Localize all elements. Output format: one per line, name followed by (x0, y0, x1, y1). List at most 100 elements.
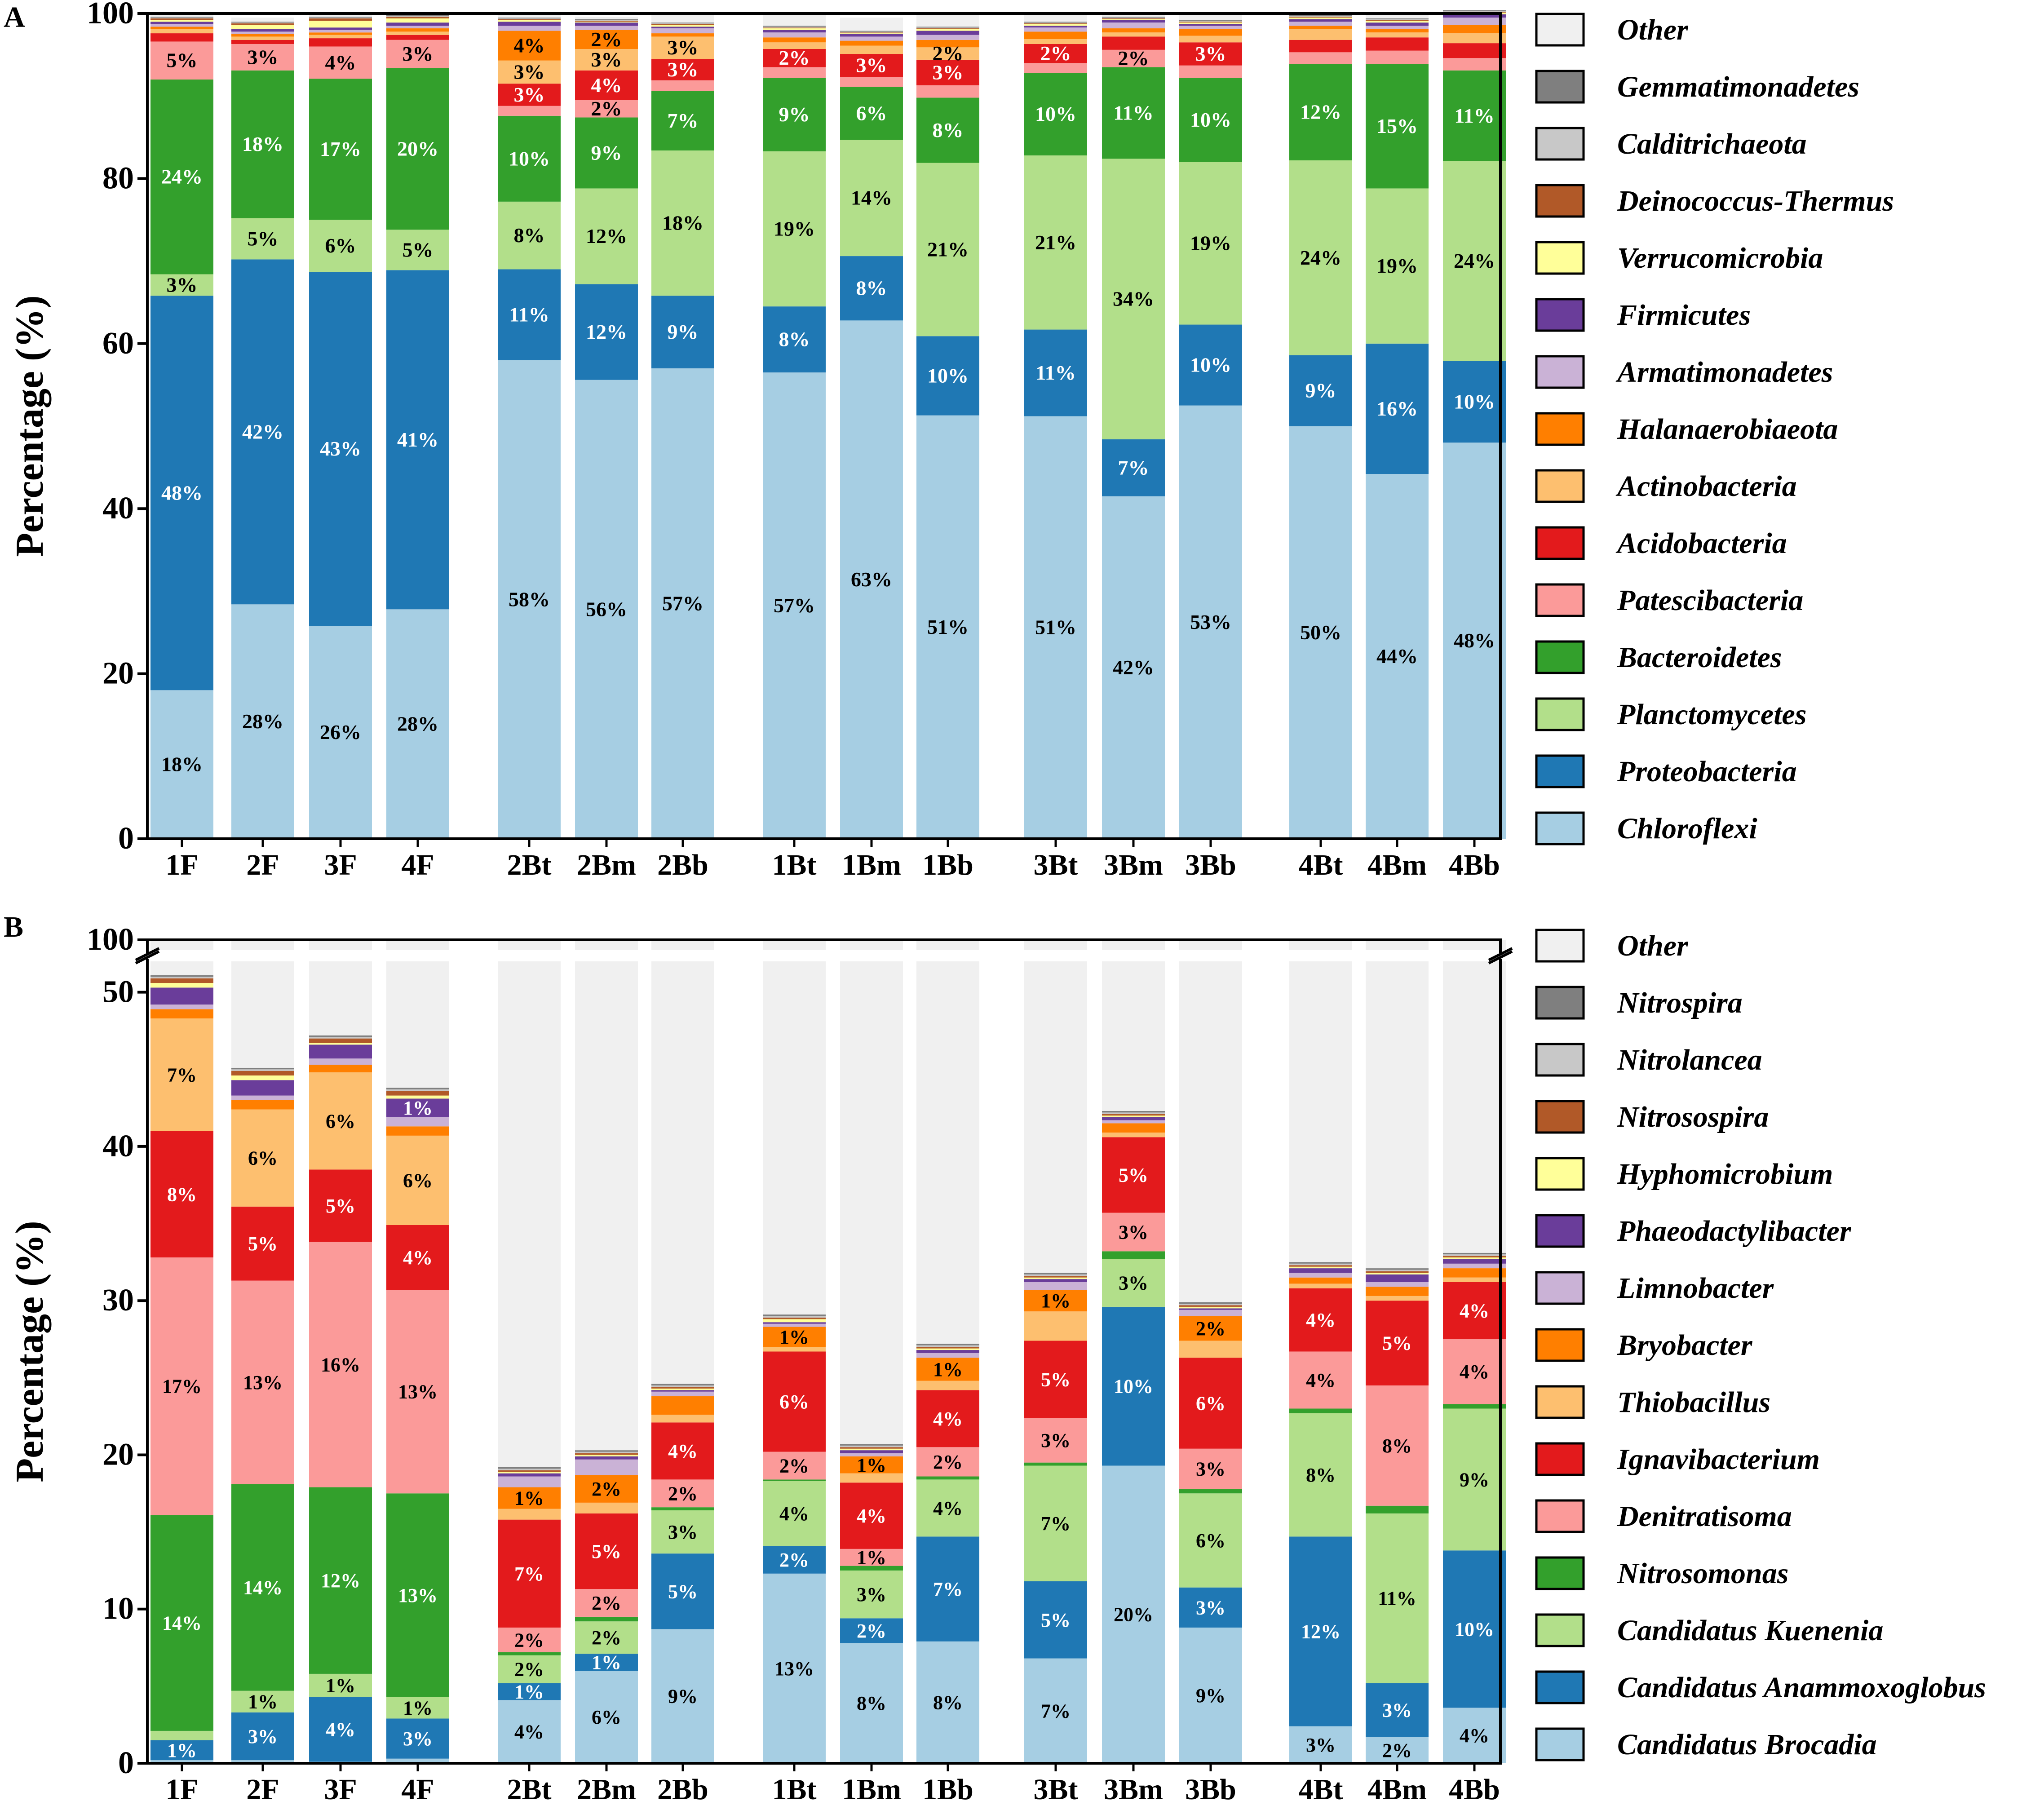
data-label-acidobacteria-2bb: 3% (668, 58, 699, 81)
data-label-proteobacteria-4bb: 10% (1454, 390, 1495, 413)
bar-segment-deinococcus-thermus-3f (309, 18, 372, 21)
legend-item-candidatus-anammoxoglobus: Candidatus Anammoxoglobus (1535, 1670, 1986, 1704)
x-tick-label-3bt: 3Bt (1034, 849, 1078, 881)
bar-segment-gemmatimonadetes-3f (309, 17, 372, 18)
bar-segment-nitrosomonas-2bm (575, 1616, 638, 1622)
legend-item-armatimonadetes: Armatimonadetes (1535, 355, 1833, 389)
legend-item-halanaerobiaeota: Halanaerobiaeota (1535, 412, 1838, 446)
data-label-bryobacter-1bb: 1% (933, 1358, 963, 1381)
data-label-candidatus-anammoxoglobus-2bb: 5% (668, 1580, 698, 1602)
bar-segment-halanaerobiaeota-4bm (1366, 29, 1429, 33)
bar-segment-bryobacter-3f (309, 1064, 372, 1073)
legend-label-verrucomicrobia: Verrucomicrobia (1617, 242, 1823, 274)
bar-segment-ignavibacterium-1bt (763, 1351, 826, 1452)
data-label-proteobacteria-1bm: 8% (856, 277, 887, 300)
bar-segment-deinococcus-thermus-4bm (1366, 20, 1429, 21)
data-label-ignavibacterium-1bb: 4% (933, 1408, 963, 1430)
data-label-acidobacteria-2bt: 3% (514, 83, 545, 106)
bar-segment-actinobacteria-1bt (763, 42, 826, 49)
data-label-planctomycetes-3bt: 21% (1035, 231, 1076, 254)
x-tick-label-1bm: 1Bm (842, 1773, 901, 1801)
bar-segment-nitrosospira-2bm (575, 1453, 638, 1455)
bar-segment-other-2f (231, 961, 294, 1068)
y-tick-label: 30 (102, 1283, 134, 1318)
bar-upper-other-3bt (1024, 940, 1087, 950)
data-label-ignavibacterium-2f: 5% (248, 1233, 278, 1255)
legend-swatch-proteobacteria (1535, 754, 1585, 788)
bar-upper-other-2bb (651, 940, 714, 950)
data-label-candidatus-anammoxoglobus-1bm: 2% (857, 1620, 886, 1642)
bar-segment-nitrosospira-4bb (1443, 1256, 1506, 1258)
legend-swatch-nitrospira (1535, 986, 1585, 1020)
y-tick-label: 40 (102, 1129, 134, 1164)
bar-segment-planctomycetes-1bb (916, 163, 979, 336)
x-tick-label-1bb: 1Bb (922, 1773, 973, 1801)
legend-swatch-verrucomicrobia (1535, 241, 1585, 275)
data-label-denitratisoma-3bm: 3% (1119, 1221, 1148, 1243)
data-label-patescibacteria-1f: 5% (167, 49, 198, 72)
bar-segment-armatimonadetes-3bm (1102, 22, 1165, 29)
legend-label-bacteroidetes: Bacteroidetes (1617, 641, 1782, 674)
data-label-candidatus-anammoxoglobus-2bt: 1% (514, 1681, 544, 1703)
bar-segment-limnobacter-3bm (1102, 1120, 1165, 1124)
bar-segment-limnobacter-4f (386, 1117, 449, 1127)
bar-segment-halanaerobiaeota-2bm (575, 30, 638, 49)
legend-label-ignavibacterium: Ignavibacterium (1617, 1443, 1820, 1476)
bar-segment-phaeodactylibacter-1bm (840, 1450, 903, 1454)
bar-segment-planctomycetes-3f (309, 220, 372, 272)
legend-item-calditrichaeota: Calditrichaeota (1535, 127, 1807, 161)
bar-upper-other-4bt (1289, 940, 1352, 950)
data-label-proteobacteria-2f: 42% (242, 420, 283, 443)
bar-segment-halanaerobiaeota-3bb (1179, 29, 1242, 36)
bar-segment-patescibacteria-2bm (575, 100, 638, 118)
data-label-ignavibacterium-2bm: 5% (592, 1540, 621, 1562)
bar-segment-proteobacteria-4bt (1289, 355, 1352, 426)
bar-segment-chloroflexi-2bm (575, 380, 638, 839)
bar-segment-chloroflexi-4f (386, 609, 449, 839)
legend-swatch-acidobacteria (1535, 526, 1585, 560)
legend-label-calditrichaeota: Calditrichaeota (1617, 128, 1807, 160)
bar-segment-candidatus-brocadia-2bb (651, 1629, 714, 1763)
bar-segment-nitrosospira-4f (386, 1091, 449, 1096)
legend-label-limnobacter: Limnobacter (1617, 1272, 1774, 1305)
legend-item-actinobacteria: Actinobacteria (1535, 469, 1797, 503)
bar-segment-proteobacteria-1bm (840, 256, 903, 321)
legend-swatch-actinobacteria (1535, 469, 1585, 503)
bar-segment-nitrosomonas-1bt (763, 1479, 826, 1481)
bar-segment-hyphomicrobium-3f (309, 1043, 372, 1045)
data-label-actinobacteria-2bm: 3% (591, 48, 622, 71)
bar-stack-3f (309, 940, 372, 1763)
bar-segment-armatimonadetes-4bt (1289, 22, 1352, 26)
bar-segment-armatimonadetes-1f (150, 24, 213, 27)
bar-segment-candidatus-brocadia-3bt (1024, 1658, 1087, 1763)
bar-segment-candidatus-brocadia-2bt (498, 1700, 561, 1763)
y-tick-label: 100 (87, 922, 134, 957)
legend-item-limnobacter: Limnobacter (1535, 1271, 1774, 1305)
bar-segment-planctomycetes-1bm (840, 140, 903, 257)
x-tick-label-2bt: 2Bt (507, 849, 552, 881)
data-label-patescibacteria-2f: 3% (248, 45, 279, 68)
bar-segment-proteobacteria-2bm (575, 284, 638, 380)
bar-segment-chloroflexi-1f (150, 690, 213, 839)
bar-segment-patescibacteria-3bt (1024, 63, 1087, 73)
data-label-candidatus-kuenenia-4bt: 8% (1306, 1464, 1336, 1486)
legend-item-proteobacteria: Proteobacteria (1535, 754, 1797, 788)
bar-segment-acidobacteria-1bb (916, 59, 979, 85)
data-label-ignavibacterium-1f: 8% (167, 1183, 197, 1205)
legend-swatch-gemmatimonadetes (1535, 70, 1585, 104)
bar-segment-armatimonadetes-3bt (1024, 27, 1087, 32)
bar-segment-phaeodactylibacter-2bt (498, 1473, 561, 1477)
bar-stack-1bb (916, 13, 979, 839)
bar-segment-planctomycetes-3bm (1102, 159, 1165, 439)
data-label-thiobacillus-2f: 6% (248, 1147, 278, 1169)
bar-segment-actinobacteria-3bm (1102, 32, 1165, 37)
bar-segment-nitrospira-2bt (498, 1467, 561, 1469)
bar-segment-nitrolancea-2bt (498, 1469, 561, 1470)
bar-segment-ignavibacterium-4bt (1289, 1288, 1352, 1352)
bar-stack-1f (150, 13, 213, 839)
bar-segment-nitrolancea-3f (309, 1037, 372, 1039)
axis-break-mark (1488, 947, 1513, 961)
x-tick-label-3bt: 3Bt (1034, 1773, 1078, 1801)
bar-segment-other-1bt (763, 13, 826, 26)
bar-segment-candidatus-kuenenia-3bt (1024, 1465, 1087, 1581)
